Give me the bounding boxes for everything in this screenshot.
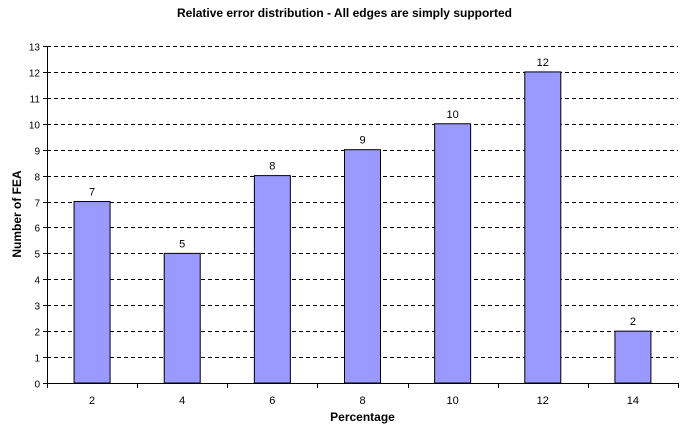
y-tick-label: 3 — [34, 302, 40, 313]
y-tick-label: 9 — [34, 147, 40, 158]
data-label: 8 — [269, 161, 275, 173]
y-tick-label: 1 — [34, 354, 40, 365]
y-tick-label: 2 — [34, 328, 40, 339]
bar — [73, 201, 111, 384]
x-tick-label: 6 — [269, 395, 275, 407]
x-tick-label: 14 — [627, 395, 639, 407]
data-label: 5 — [179, 238, 185, 250]
bar — [344, 149, 381, 384]
y-tick-label: 8 — [34, 173, 40, 184]
x-tick-label: 10 — [447, 395, 459, 407]
y-tick-label: 6 — [34, 224, 40, 235]
bar — [253, 175, 291, 384]
x-tick-label: 2 — [89, 395, 95, 407]
y-tick-label: 7 — [34, 199, 40, 210]
bar — [163, 252, 201, 384]
data-label: 2 — [630, 316, 636, 328]
y-tick-label: 12 — [29, 69, 41, 80]
chart-title: Relative error distribution - All edges … — [177, 6, 512, 20]
bar — [524, 71, 562, 384]
x-axis-label: Percentage — [330, 410, 395, 424]
y-tick-label: 11 — [30, 95, 41, 106]
data-label: 9 — [359, 135, 365, 147]
data-label: 7 — [89, 187, 95, 199]
x-tick-label: 12 — [537, 395, 549, 407]
x-tick-label: 8 — [359, 395, 365, 407]
data-label: 10 — [447, 109, 459, 121]
y-tick-label: 13 — [29, 43, 41, 54]
y-tick-label: 0 — [34, 380, 40, 391]
data-label: 12 — [537, 57, 549, 69]
y-tick-label: 10 — [29, 121, 41, 132]
bar — [614, 330, 652, 384]
bar — [434, 123, 472, 384]
y-axis-label: Number of FEA — [10, 170, 24, 258]
y-tick-label: 5 — [34, 250, 40, 261]
y-tick-label: 4 — [34, 276, 40, 287]
x-tick-label: 4 — [179, 395, 185, 407]
